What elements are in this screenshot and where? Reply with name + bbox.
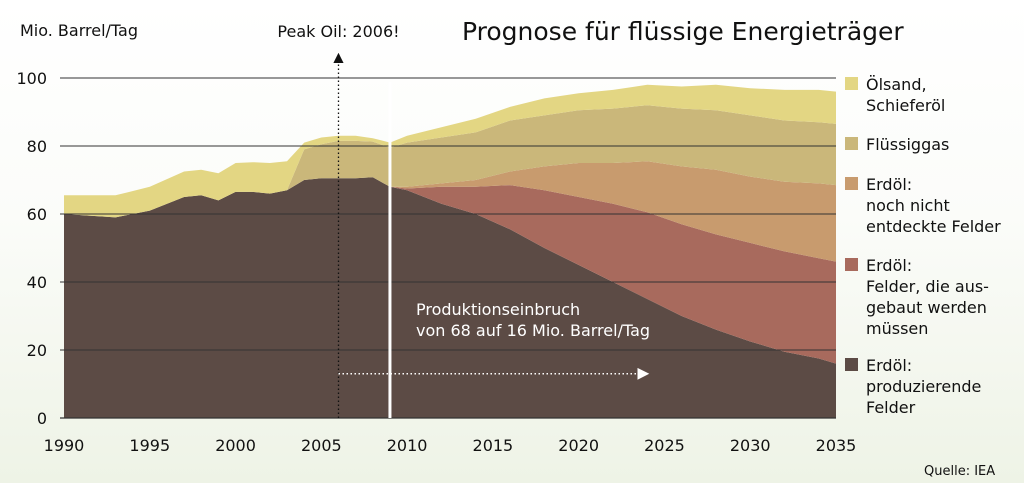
legend-label: produzierende bbox=[866, 377, 981, 396]
x-tick-label: 2035 bbox=[816, 436, 857, 455]
area-series-4 bbox=[64, 105, 836, 218]
decline-label-line2: von 68 auf 16 Mio. Barrel/Tag bbox=[416, 321, 650, 340]
gridlines bbox=[60, 77, 836, 419]
legend-label: gebaut werden bbox=[866, 298, 987, 317]
y-axis-unit-label: Mio. Barrel/Tag bbox=[20, 21, 138, 40]
source-label: Quelle: IEA bbox=[924, 464, 995, 479]
legend-swatch bbox=[845, 77, 858, 90]
y-tick-label: 0 bbox=[37, 409, 47, 428]
legend-swatch bbox=[845, 177, 858, 190]
area-series-3 bbox=[64, 161, 836, 262]
x-tick-label: 2015 bbox=[473, 436, 514, 455]
x-tick-label: 2020 bbox=[558, 436, 599, 455]
legend-label: Felder bbox=[866, 398, 916, 417]
y-tick-label: 60 bbox=[27, 205, 47, 224]
x-tick-label: 2025 bbox=[644, 436, 685, 455]
area-series-5 bbox=[64, 84, 836, 218]
legend-label: entdeckte Felder bbox=[866, 217, 1001, 236]
legend-label: Flüssiggas bbox=[866, 135, 949, 154]
x-tick-label: 2005 bbox=[301, 436, 342, 455]
x-tick-label: 1990 bbox=[44, 436, 85, 455]
legend-label: Ölsand, bbox=[866, 75, 927, 94]
legend-label: Erdöl: bbox=[866, 356, 912, 375]
decline-label-line1: Produktionseinbruch bbox=[416, 300, 580, 319]
legend: Ölsand, Schieferöl Flüssiggas Erdöl: noch ni… bbox=[845, 75, 1001, 417]
legend-label: Erdöl: bbox=[866, 256, 912, 275]
legend-label: Felder, die aus- bbox=[866, 277, 989, 296]
legend-swatch bbox=[845, 358, 858, 371]
y-tick-label: 100 bbox=[16, 69, 47, 88]
legend-label: Schieferöl bbox=[866, 96, 945, 115]
y-tick-label: 20 bbox=[27, 341, 47, 360]
legend-label: noch nicht bbox=[866, 196, 950, 215]
x-tick-label: 2010 bbox=[387, 436, 428, 455]
x-axis-ticks: 1990 1995 2000 2005 2010 2015 2020 2025 2030 2035 bbox=[44, 436, 857, 455]
legend-label: müssen bbox=[866, 319, 928, 338]
legend-swatch bbox=[845, 137, 858, 150]
annotations: Peak Oil: 2006! Produktionseinbruch von 68… bbox=[277, 22, 650, 418]
legend-label: Erdöl: bbox=[866, 175, 912, 194]
stacked-areas bbox=[64, 84, 836, 418]
y-tick-label: 80 bbox=[27, 137, 47, 156]
legend-swatch bbox=[845, 258, 858, 271]
y-tick-label: 40 bbox=[27, 273, 47, 292]
x-tick-label: 2030 bbox=[730, 436, 771, 455]
x-tick-label: 1995 bbox=[129, 436, 170, 455]
area-series-1 bbox=[64, 177, 836, 418]
area-series-2 bbox=[64, 177, 836, 364]
peak-oil-label: Peak Oil: 2006! bbox=[277, 22, 399, 41]
chart-title: Prognose für flüssige Energieträger bbox=[462, 17, 904, 46]
y-axis-ticks: 0 20 40 60 80 100 bbox=[16, 69, 47, 428]
x-tick-label: 2000 bbox=[215, 436, 256, 455]
